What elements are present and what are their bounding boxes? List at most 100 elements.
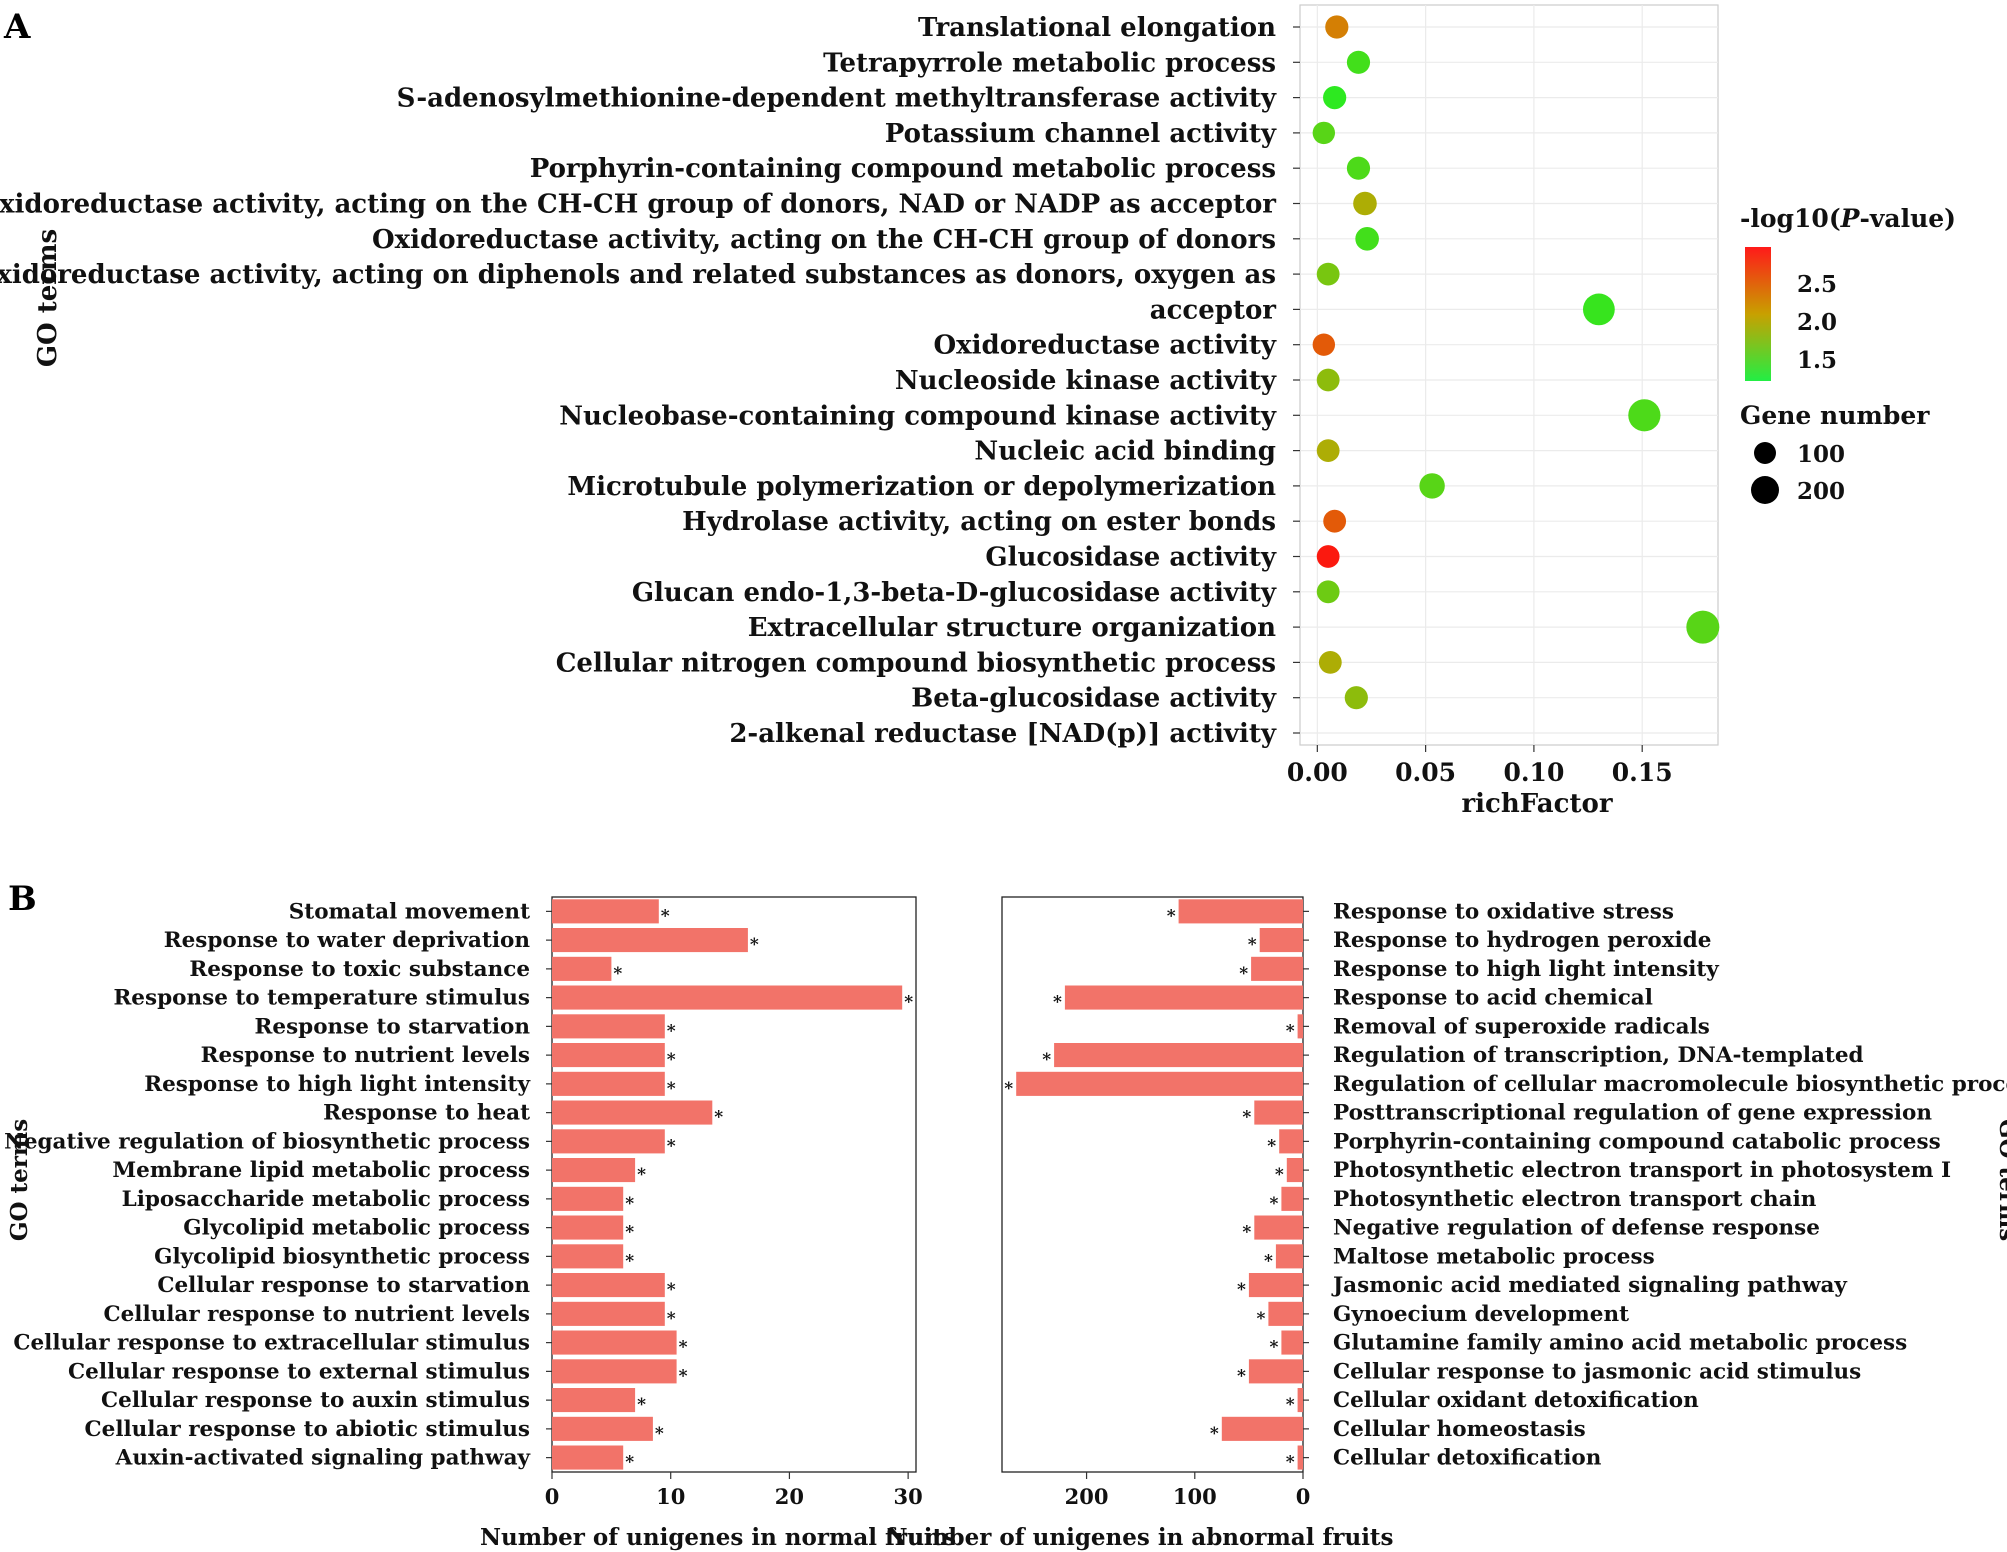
size-legend-dot-small xyxy=(1754,442,1776,464)
bar xyxy=(1064,985,1303,1010)
significance-marker: * xyxy=(655,1424,664,1444)
bar-category-label: Response to water deprivation xyxy=(164,928,531,953)
bar-category-label: Cellular homeostasis xyxy=(1333,1417,1586,1442)
color-legend-tick: 2.0 xyxy=(1797,309,1837,336)
enrichment-dot xyxy=(1316,262,1340,286)
bar xyxy=(1281,1186,1303,1211)
x-tick-label: 30 xyxy=(894,1484,923,1509)
bar-category-label: Cellular response to abiotic stimulus xyxy=(85,1417,530,1442)
significance-marker: * xyxy=(1042,1050,1051,1070)
go-term-label: S-adenosylmethionine-dependent methyltra… xyxy=(397,84,1277,114)
enrichment-dot xyxy=(1346,50,1371,74)
bar-category-label: Auxin-activated signaling pathway xyxy=(115,1446,531,1471)
significance-marker: * xyxy=(667,1021,676,1041)
x-tick-label: 0.10 xyxy=(1503,758,1564,787)
go-term-label: Oxidoreductase activity, acting on the C… xyxy=(0,190,1276,220)
bar-category-label: Porphyrin-containing compound catabolic … xyxy=(1333,1129,1941,1154)
go-term-label: Nucleic acid binding xyxy=(974,437,1276,467)
significance-marker: * xyxy=(625,1251,634,1271)
bar-chart-normal-fruits: ******************** Stomatal movementRe… xyxy=(4,896,956,1551)
significance-marker: * xyxy=(1257,1309,1266,1329)
bar-category-label: Response to toxic substance xyxy=(189,957,530,982)
go-term-label: Glucosidase activity xyxy=(985,543,1276,573)
enrichment-dot xyxy=(1582,293,1615,326)
color-legend-title-suffix: -value) xyxy=(1859,204,1956,233)
bar xyxy=(1016,1071,1303,1096)
bar-category-label: Cellular response to jasmonic acid stimu… xyxy=(1333,1359,1861,1384)
bar-chart-normal-bars: ******************** xyxy=(552,899,913,1473)
bar xyxy=(552,1416,653,1441)
size-legend-title: Gene number xyxy=(1740,401,1930,430)
go-term-label: Potassium channel activity xyxy=(885,119,1277,149)
bar-category-label: Maltose metabolic process xyxy=(1333,1244,1655,1269)
go-term-label: Oxidoreductase activity, acting on diphe… xyxy=(0,260,1276,290)
bar xyxy=(1254,1100,1303,1125)
significance-marker: * xyxy=(667,1050,676,1070)
enrichment-dot xyxy=(1318,651,1342,674)
bar xyxy=(552,1330,677,1355)
significance-marker: * xyxy=(1004,1079,1013,1099)
bar xyxy=(1259,928,1303,953)
bar xyxy=(1297,1388,1303,1413)
bar-category-label: Regulation of transcription, DNA-templat… xyxy=(1333,1043,1864,1068)
dot-plot-x-axis-title: richFactor xyxy=(1461,789,1612,819)
bar xyxy=(552,1129,665,1154)
significance-marker: * xyxy=(667,1136,676,1156)
size-legend-dot-large xyxy=(1751,476,1779,504)
bar-category-label: Response to nutrient levels xyxy=(201,1043,530,1068)
bar-category-label: Cellular oxidant detoxification xyxy=(1333,1388,1699,1413)
x-tick-label: 20 xyxy=(775,1484,804,1509)
bar-category-label: Jasmonic acid mediated signaling pathway xyxy=(1331,1273,1847,1298)
dot-plot-points xyxy=(1312,15,1720,710)
significance-marker: * xyxy=(1286,1021,1295,1041)
bar-chart-abnormal-fruits: ******************** Response to oxidati… xyxy=(886,896,2007,1551)
significance-marker: * xyxy=(1053,993,1062,1013)
go-term-label: Hydrolase activity, acting on ester bond… xyxy=(682,507,1276,537)
go-term-label: Tetrapyrrole metabolic process xyxy=(823,48,1276,78)
go-term-label: Oxidoreductase activity, acting on the C… xyxy=(372,225,1276,255)
bar xyxy=(552,1388,636,1413)
significance-marker: * xyxy=(667,1280,676,1300)
significance-marker: * xyxy=(1248,935,1257,955)
significance-marker: * xyxy=(1270,1338,1279,1358)
bar-category-label: Photosynthetic electron transport chain xyxy=(1333,1187,1817,1212)
bar-category-label: Posttranscriptional regulation of gene e… xyxy=(1333,1101,1932,1126)
size-legend: Gene number 100 200 xyxy=(1740,401,1930,505)
significance-marker: * xyxy=(1286,1395,1295,1415)
significance-marker: * xyxy=(667,1309,676,1329)
bar xyxy=(552,1359,677,1384)
go-term-label: 2-alkenal reductase [NAD(p)] activity xyxy=(729,719,1277,749)
significance-marker: * xyxy=(714,1108,723,1128)
size-legend-label: 200 xyxy=(1797,478,1845,505)
x-tick-label: 0.05 xyxy=(1395,758,1456,787)
bar-chart-normal-y-title: GO terms xyxy=(6,1119,33,1241)
bar xyxy=(1286,1158,1303,1183)
enrichment-dot xyxy=(1346,156,1371,180)
bar xyxy=(1279,1129,1303,1154)
bar-category-label: Glycolipid biosynthetic process xyxy=(154,1244,530,1269)
bar-category-label: Response to high light intensity xyxy=(1333,957,1719,982)
significance-marker: * xyxy=(1270,1194,1279,1214)
significance-marker: * xyxy=(625,1453,634,1473)
color-legend-title-italic: P xyxy=(1840,204,1861,233)
dot-plot-x-ticks: 0.00 0.05 0.10 0.15 xyxy=(1287,745,1673,787)
enrichment-dot xyxy=(1355,227,1379,251)
bar-category-label: Negative regulation of defense response xyxy=(1333,1216,1820,1241)
enrichment-dot xyxy=(1628,399,1661,432)
bar xyxy=(1251,956,1303,981)
bar-chart-abnormal-y-title: GO terms xyxy=(1994,1119,2007,1241)
bar xyxy=(552,1301,665,1326)
bar-category-label: Cellular response to auxin stimulus xyxy=(101,1388,530,1413)
bar xyxy=(552,1445,624,1470)
bar-category-label: Cellular response to external stimulus xyxy=(68,1359,530,1384)
significance-marker: * xyxy=(1167,906,1176,926)
bar-category-label: Response to heat xyxy=(323,1101,530,1126)
go-term-label: acceptor xyxy=(1150,295,1277,325)
bar-category-label: Response to temperature stimulus xyxy=(113,986,530,1011)
bar xyxy=(552,928,748,953)
bar-category-label: Gynoecium development xyxy=(1333,1302,1629,1327)
bar xyxy=(1221,1416,1303,1441)
bar xyxy=(1248,1273,1303,1298)
size-legend-label: 100 xyxy=(1797,441,1845,468)
